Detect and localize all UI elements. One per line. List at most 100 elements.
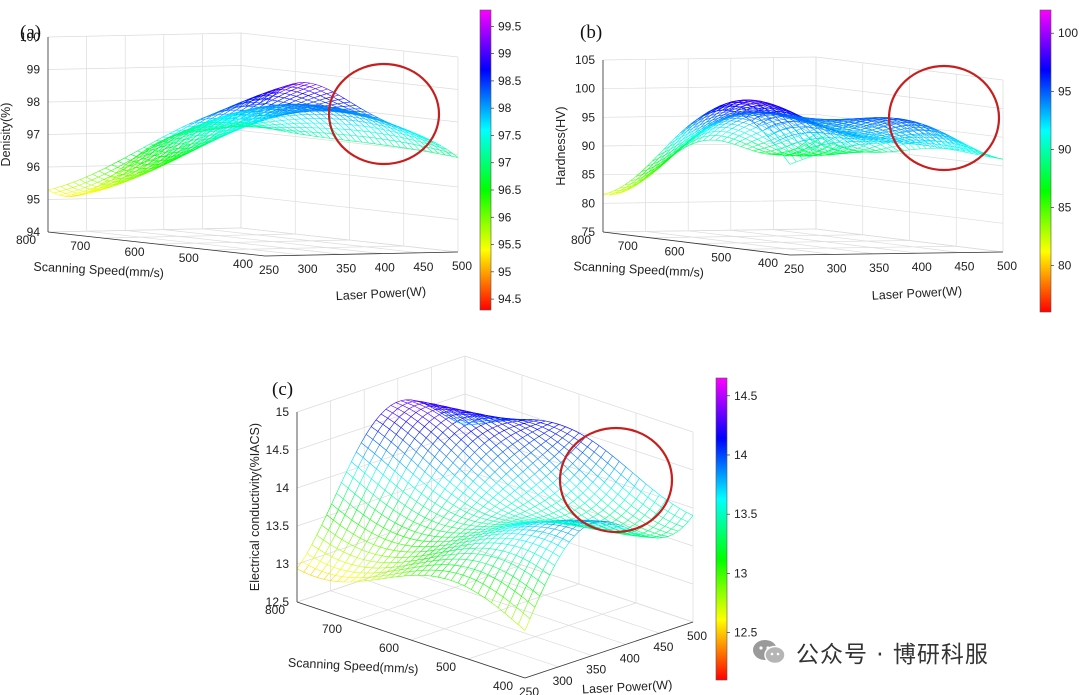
surface-mesh-line — [258, 112, 266, 115]
surface-mesh-line — [267, 105, 274, 107]
surface-mesh-line — [250, 120, 258, 123]
y-tick-label: 800 — [16, 233, 36, 247]
surface-mesh-line — [131, 175, 138, 180]
surface-mesh-line — [205, 118, 212, 123]
surface-mesh-line — [245, 100, 252, 103]
surface-mesh-line — [789, 161, 797, 165]
surface-mesh-line — [215, 119, 222, 123]
surface-mesh-line — [317, 577, 324, 580]
surface-mesh-line — [366, 117, 373, 121]
surface-mesh-line — [273, 89, 281, 93]
surface-mesh-line — [670, 142, 677, 150]
surface-mesh-line — [750, 135, 758, 140]
surface-mesh-line — [767, 103, 775, 107]
surface-mesh-line — [805, 126, 812, 133]
surface-mesh-line — [620, 187, 626, 191]
surface-mesh-line — [70, 195, 77, 197]
surface-mesh-line — [228, 115, 235, 119]
surface-mesh-line — [863, 149, 871, 152]
surface-mesh-line — [161, 160, 168, 164]
surface-mesh-line — [256, 123, 263, 126]
surface-mesh-line — [373, 117, 381, 121]
surface-mesh-line — [244, 122, 251, 125]
surface-mesh-line — [416, 135, 423, 139]
z-tick-label: 100 — [575, 82, 595, 96]
surface-mesh-line — [363, 130, 371, 133]
surface-mesh-line — [306, 101, 314, 105]
surface-mesh-line — [143, 143, 151, 148]
surface-mesh-line — [382, 138, 389, 141]
surface-mesh-line — [320, 118, 327, 124]
surface-mesh-line — [829, 133, 836, 139]
surface-mesh-line — [267, 89, 275, 94]
surface-mesh-line — [106, 182, 113, 187]
surface-mesh-line — [283, 111, 290, 114]
surface-mesh-line — [253, 102, 261, 107]
surface-mesh-line — [236, 102, 244, 107]
surface-mesh-line — [396, 132, 403, 135]
surface-mesh-line — [836, 125, 844, 127]
surface-mesh-line — [252, 115, 259, 118]
surface-mesh-line — [795, 119, 801, 122]
surface-mesh-line — [219, 108, 226, 112]
surface-mesh-line — [229, 127, 236, 132]
surface-mesh-line — [901, 131, 909, 138]
surface-mesh-line — [355, 141, 363, 143]
surface-mesh-line — [161, 158, 168, 164]
surface-mesh-line — [72, 191, 78, 194]
surface-mesh-line — [208, 122, 216, 126]
surface-mesh-line — [183, 134, 190, 141]
surface-mesh-line — [682, 133, 689, 140]
y-tick-label: 600 — [664, 245, 684, 259]
surface-mesh-line — [289, 115, 296, 120]
surface-mesh-line — [351, 112, 359, 115]
surface-mesh-line — [270, 113, 278, 116]
surface-mesh-line — [98, 176, 105, 180]
surface-mesh-line — [825, 152, 832, 154]
surface-mesh-line — [266, 106, 273, 108]
surface-mesh-line — [371, 123, 378, 129]
surface-mesh-line — [237, 102, 244, 105]
surface-mesh-line — [162, 133, 170, 138]
surface-mesh-line — [284, 93, 291, 96]
surface-mesh-line — [72, 184, 80, 188]
surface-mesh-line — [152, 147, 159, 154]
surface-mesh-line — [130, 170, 137, 176]
surface-mesh-line — [270, 117, 277, 119]
surface-mesh-line — [780, 140, 787, 143]
surface-mesh-line — [244, 98, 251, 102]
surface-mesh-line — [874, 144, 881, 147]
surface-mesh-line — [433, 145, 441, 148]
surface-mesh-line — [225, 105, 232, 109]
surface-mesh-line — [152, 150, 159, 157]
surface-mesh-line — [169, 158, 176, 163]
surface-mesh-line — [116, 177, 122, 179]
surface-mesh-line — [857, 145, 864, 149]
surface-mesh-line — [396, 129, 403, 135]
surface-mesh-line — [394, 140, 401, 148]
surface-mesh-line — [831, 129, 838, 133]
surface-mesh-line — [234, 113, 242, 116]
surface-mesh-line — [549, 565, 555, 576]
surface-mesh-line — [207, 113, 214, 117]
surface-mesh-line — [271, 111, 278, 114]
surface-mesh-line — [853, 126, 861, 129]
surface-mesh-line — [137, 173, 144, 177]
surface-mesh-line — [78, 189, 85, 192]
surface-mesh-line — [145, 147, 152, 153]
surface-mesh-line — [261, 92, 268, 97]
surface-mesh-line — [361, 108, 368, 113]
surface-mesh-line — [270, 114, 277, 118]
surface-mesh-line — [414, 140, 421, 146]
surface-mesh-line — [231, 103, 238, 107]
surface-mesh-line — [318, 102, 326, 105]
surface-mesh-line — [854, 123, 862, 127]
surface-mesh-line — [53, 192, 60, 196]
surface-mesh-line — [786, 146, 794, 150]
colorbar-tick-label: 95 — [1058, 84, 1072, 98]
surface-mesh-line — [316, 105, 324, 108]
surface-mesh-line — [298, 82, 305, 85]
surface-mesh-line — [227, 119, 234, 122]
surface-mesh-line — [755, 101, 763, 104]
surface-mesh-line — [86, 173, 93, 178]
